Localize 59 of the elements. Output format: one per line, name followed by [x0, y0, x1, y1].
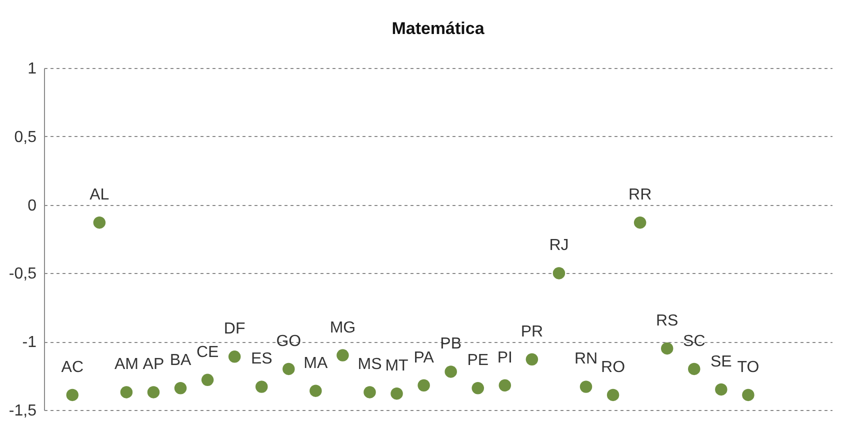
y-tick-label: -1,5 — [8, 402, 37, 420]
point — [606, 388, 620, 402]
point — [336, 349, 349, 362]
x-tick-label: PB — [440, 336, 462, 353]
y-tick-label: 0,5 — [14, 128, 37, 146]
x-tick-label: CE — [196, 344, 219, 361]
x-tick-label: MA — [304, 354, 328, 372]
x-tick-label: ES — [250, 350, 272, 368]
x-tick-label: MT — [385, 358, 409, 375]
point — [498, 379, 512, 392]
x-tick-label: DF — [224, 320, 246, 338]
x-tick-label: MS — [358, 356, 382, 374]
point — [93, 216, 106, 229]
point — [472, 382, 484, 394]
y-tick-label: 1 — [28, 60, 37, 78]
x-tick-label: MG — [330, 319, 356, 336]
point — [660, 342, 674, 355]
x-tick-label: PR — [520, 323, 544, 340]
x-tick-label: RS — [656, 312, 678, 330]
point — [310, 384, 322, 397]
point — [742, 388, 754, 402]
x-tick-label: SC — [683, 332, 706, 350]
x-tick-label: RN — [574, 350, 598, 368]
y-tick-label: -0,5 — [8, 266, 37, 283]
point — [255, 380, 268, 393]
point — [634, 216, 646, 229]
point — [580, 380, 592, 393]
x-tick-label: AC — [61, 358, 84, 376]
point — [201, 374, 214, 386]
x-tick-label: BA — [170, 352, 192, 370]
point — [688, 362, 700, 376]
point — [282, 362, 295, 376]
point — [444, 366, 457, 378]
point — [390, 387, 403, 400]
x-tick-label: AM — [114, 356, 138, 374]
point — [147, 386, 160, 398]
point — [715, 383, 728, 396]
x-tick-label: SE — [710, 353, 732, 370]
x-tick-label: AL — [90, 186, 110, 204]
x-tick-label: PA — [414, 349, 434, 366]
x-tick-label: PE — [467, 352, 489, 370]
y-tick-label: -1 — [22, 334, 37, 352]
x-tick-label: GO — [276, 332, 302, 350]
point — [418, 379, 430, 392]
x-tick-label: RO — [601, 358, 626, 376]
point — [120, 386, 133, 398]
point — [66, 388, 79, 402]
point — [552, 267, 566, 280]
x-tick-label: PI — [497, 349, 512, 366]
point — [228, 350, 241, 363]
point — [526, 353, 538, 366]
y-tick-label: 0 — [28, 197, 37, 214]
point — [364, 386, 376, 398]
chart-title: Matemática — [392, 19, 485, 38]
x-tick-label: TO — [737, 358, 760, 376]
point — [174, 382, 187, 394]
x-tick-label: RR — [628, 186, 652, 204]
x-tick-label: RJ — [549, 237, 569, 254]
x-tick-label: AP — [142, 356, 164, 374]
